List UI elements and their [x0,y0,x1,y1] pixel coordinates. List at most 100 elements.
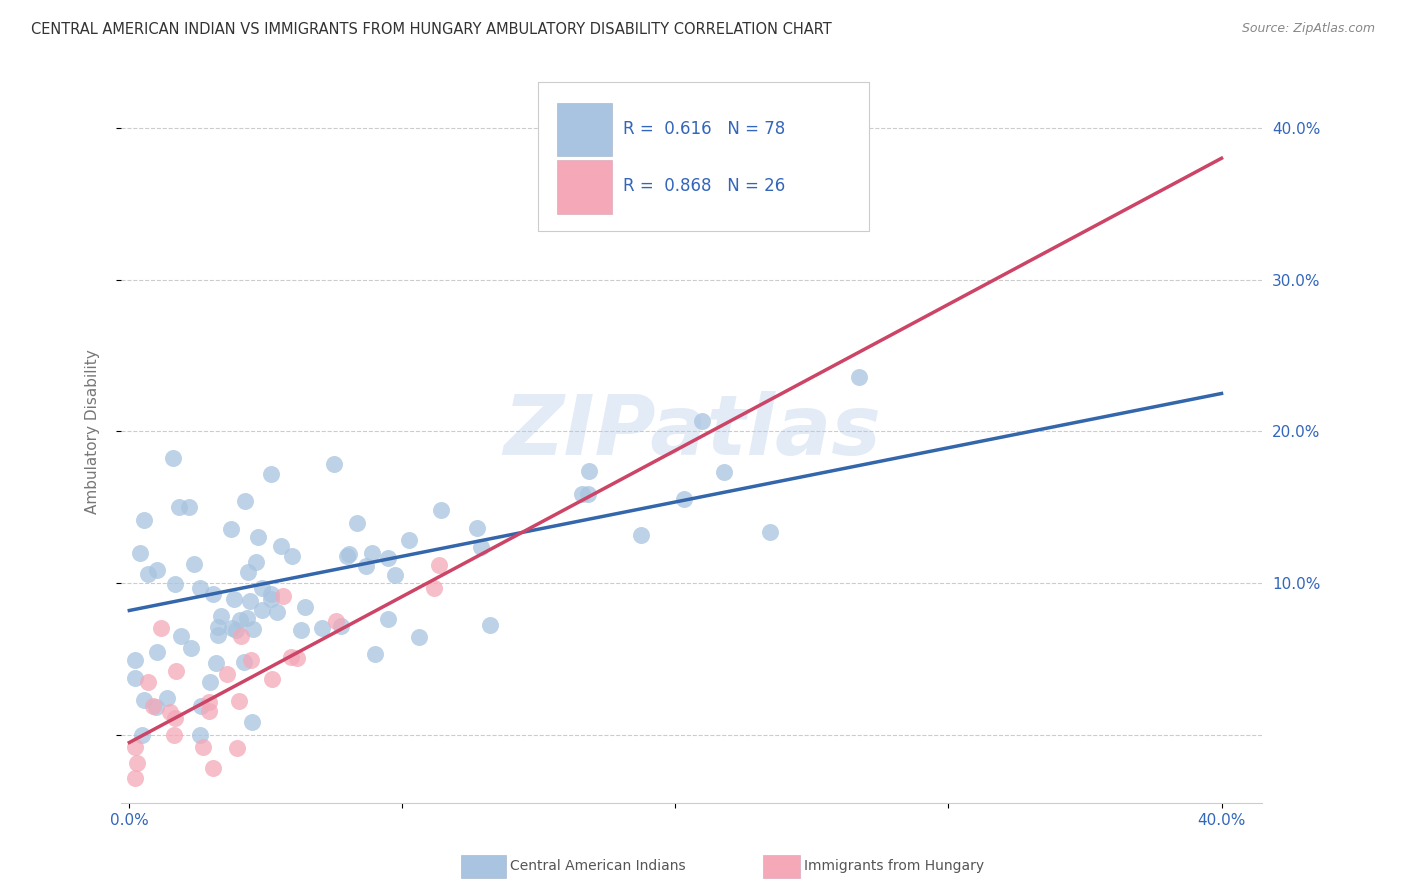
Point [190,698,212,713]
Point [260,587,283,601]
Point [219,522,242,536]
Point [197,704,219,718]
Point [201,760,224,774]
Point [377,612,399,626]
Point [346,516,368,531]
Point [672,491,695,506]
Point [125,756,148,771]
Point [470,540,492,554]
Point [429,503,451,517]
Point [354,559,377,574]
Point [630,528,652,542]
Point [191,740,214,755]
Point [576,487,599,501]
Point [132,513,155,527]
Point [225,741,247,756]
Point [146,645,169,659]
Point [245,556,267,570]
Point [209,609,232,624]
Point [198,675,221,690]
Point [215,667,238,681]
Point [136,674,159,689]
Point [364,647,387,661]
Point [177,500,200,514]
Point [242,622,264,636]
Point [201,587,224,601]
Point [250,603,273,617]
Point [427,558,450,573]
FancyBboxPatch shape [557,103,612,156]
Point [188,728,211,742]
Point [398,533,420,547]
Point [229,629,252,643]
Point [260,591,283,606]
Point [159,705,181,719]
Point [142,699,165,714]
Point [848,370,870,384]
Point [408,630,430,644]
Point [228,694,250,708]
Text: CENTRAL AMERICAN INDIAN VS IMMIGRANTS FROM HUNGARY AMBULATORY DISABILITY CORRELA: CENTRAL AMERICAN INDIAN VS IMMIGRANTS FR… [31,22,832,37]
Point [423,581,446,595]
Point [240,715,263,730]
Point [266,605,288,619]
Y-axis label: Ambulatory Disability: Ambulatory Disability [86,349,100,514]
Point [361,546,384,560]
Point [262,673,284,687]
Point [478,617,501,632]
Point [311,621,333,635]
Point [759,524,782,539]
Point [136,566,159,581]
FancyBboxPatch shape [537,82,869,231]
Point [197,695,219,709]
Point [162,451,184,466]
Point [228,613,250,627]
Point [207,620,229,634]
Point [571,487,593,501]
Point [692,414,714,428]
Point [163,728,186,742]
Point [124,772,146,786]
Point [240,653,263,667]
Point [281,549,304,564]
Point [713,465,735,479]
Point [287,651,309,665]
Point [165,576,187,591]
Point [325,614,347,628]
Point [156,690,179,705]
Point [145,700,167,714]
Point [239,594,262,608]
Point [384,567,406,582]
Text: Source: ZipAtlas.com: Source: ZipAtlas.com [1241,22,1375,36]
Point [578,464,600,478]
Point [128,546,150,560]
Point [280,649,302,664]
Point [165,665,187,679]
Text: R =  0.868   N = 26: R = 0.868 N = 26 [623,177,786,195]
Point [465,521,488,535]
Point [247,530,270,544]
Point [270,539,292,553]
Point [236,611,259,625]
Point [163,711,186,725]
Point [124,740,146,755]
Point [221,621,243,635]
Point [336,549,359,563]
Point [271,589,294,603]
Point [225,623,247,637]
Point [233,494,256,508]
Point [124,671,146,685]
Point [180,640,202,655]
Point [290,623,312,637]
Point [294,600,316,615]
Point [207,628,229,642]
Text: ZIPatlas: ZIPatlas [503,391,880,472]
Point [224,592,246,607]
Point [188,581,211,595]
Point [377,551,399,566]
Point [205,657,228,671]
Point [145,563,167,577]
Text: Immigrants from Hungary: Immigrants from Hungary [804,859,984,873]
Point [169,500,191,514]
Text: Central American Indians: Central American Indians [510,859,686,873]
